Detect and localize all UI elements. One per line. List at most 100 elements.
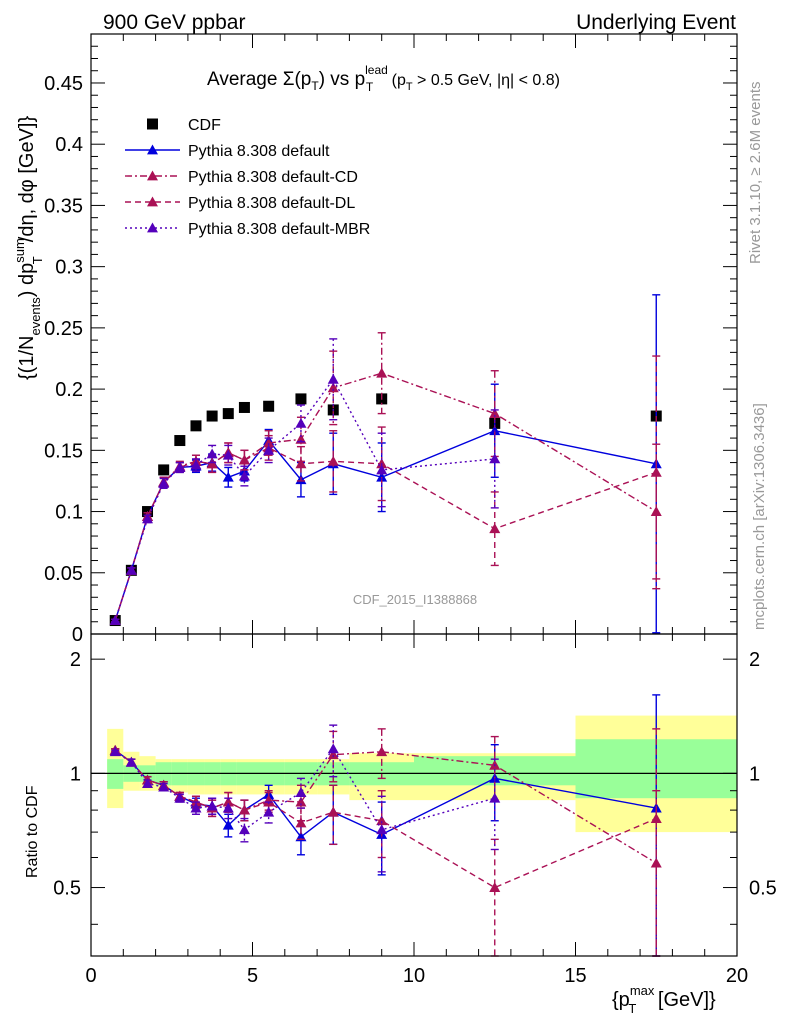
ylabel-part-c: /dη, dφ [GeV]} bbox=[16, 116, 38, 243]
main-data-point bbox=[125, 564, 137, 575]
main-data-point bbox=[489, 453, 501, 464]
y-tick-label-main: 0.2 bbox=[55, 379, 83, 401]
main-data-point bbox=[174, 461, 186, 472]
y-tick-label-main: 0.35 bbox=[44, 195, 83, 217]
main-data-point bbox=[489, 523, 501, 534]
ratio-series-line bbox=[114, 749, 657, 864]
xlabel-part-sub: T bbox=[628, 1001, 636, 1016]
ratio-data-point bbox=[376, 824, 388, 835]
axes-frames-and-ticks: 0 5 10 15 20 0 0.05 0.1 0.15 0.2 0.25 0.3 0.35 0.4 0.4… bbox=[44, 33, 777, 987]
main-data-point bbox=[650, 466, 662, 477]
xlabel-part-sup: max bbox=[630, 983, 655, 998]
legend-item: CDF bbox=[147, 117, 221, 134]
x-tick-label: 15 bbox=[564, 965, 586, 987]
x-tick-label: 10 bbox=[403, 965, 425, 987]
ratio-data-point bbox=[376, 815, 388, 826]
ratio-series-3 bbox=[109, 724, 501, 873]
y-tick-label-main: 0 bbox=[72, 624, 83, 646]
y-tick-label-ratio-right: 0.5 bbox=[749, 878, 777, 900]
main-data-point bbox=[158, 477, 170, 488]
plot-title-prefix: Average bbox=[207, 69, 283, 90]
legend: CDF Pythia 8.308 default Pythia 8.308 defa… bbox=[125, 117, 370, 238]
ratio-panel-series bbox=[109, 694, 662, 957]
y-tick-label-ratio: 2 bbox=[70, 649, 81, 671]
ratio-data-point bbox=[222, 796, 234, 807]
legend-marker bbox=[147, 118, 158, 130]
y-tick-label-ratio-right: 1 bbox=[749, 763, 760, 785]
legend-marker bbox=[147, 196, 158, 207]
legend-item: Pythia 8.308 default-DL bbox=[125, 195, 355, 212]
plot-title-cuts-sub: T bbox=[406, 81, 413, 93]
main-data-point bbox=[206, 410, 218, 422]
ratio-data-point bbox=[327, 749, 339, 760]
x-tick-label: 20 bbox=[726, 965, 748, 987]
plot-title-sigma: Σ(p bbox=[283, 69, 312, 90]
ylabel-part-a-sub: events bbox=[28, 297, 43, 336]
legend-label: Pythia 8.308 default-MBR bbox=[188, 221, 370, 238]
main-series-line bbox=[114, 372, 657, 621]
x-axis-label: {pmax T [GeV]} bbox=[612, 983, 716, 1016]
legend-label: Pythia 8.308 default-CD bbox=[188, 169, 358, 186]
legend-label: CDF bbox=[188, 117, 221, 134]
plot-title-sigma-sub: T bbox=[311, 79, 319, 93]
legend-item: Pythia 8.308 default bbox=[125, 143, 330, 160]
main-data-point bbox=[142, 513, 154, 524]
y-tick-label-ratio: 1 bbox=[70, 763, 81, 785]
plot-title-sigma-close: ) bbox=[319, 69, 325, 90]
legend-label: Pythia 8.308 default bbox=[188, 143, 330, 160]
main-data-point bbox=[376, 471, 388, 482]
main-data-point bbox=[489, 408, 501, 418]
main-data-point bbox=[109, 615, 121, 625]
main-series-2 bbox=[109, 332, 662, 625]
y-tick-label-main: 0.15 bbox=[44, 440, 83, 462]
main-data-point bbox=[376, 367, 388, 378]
x-tick-label: 5 bbox=[247, 965, 258, 987]
x-tick-label: 0 bbox=[85, 965, 96, 987]
ratio-data-point bbox=[125, 756, 137, 767]
ratio-data-point bbox=[489, 882, 501, 892]
ratio-data-point bbox=[142, 778, 154, 788]
xlabel-part-b: [GeV]} bbox=[652, 989, 716, 1011]
plot-title-cuts-b: > 0.5 GeV, |η| < 0.8) bbox=[413, 72, 560, 89]
main-data-point bbox=[158, 464, 170, 476]
ratio-data-point bbox=[190, 802, 202, 813]
ratio-uncertainty-bands bbox=[107, 715, 737, 833]
header-right: Underlying Event bbox=[576, 11, 736, 34]
ratio-data-point bbox=[489, 792, 501, 803]
main-data-point bbox=[295, 458, 307, 469]
legend-label: Pythia 8.308 default-DL bbox=[188, 195, 355, 212]
main-data-point bbox=[376, 464, 388, 475]
y-tick-label-main: 0.45 bbox=[44, 73, 83, 95]
plot-title-cuts-a: (p bbox=[387, 72, 406, 89]
main-data-point bbox=[238, 401, 250, 413]
xlabel-part-a: {p bbox=[612, 989, 630, 1011]
legend-marker bbox=[147, 222, 158, 233]
ratio-data-point bbox=[222, 819, 234, 830]
main-data-point bbox=[327, 373, 339, 384]
main-data-point bbox=[190, 459, 202, 470]
ratio-data-point bbox=[222, 802, 234, 813]
y-tick-label-main: 0.25 bbox=[44, 318, 83, 340]
ratio-data-point bbox=[158, 781, 170, 792]
ratio-data-point bbox=[650, 813, 662, 823]
legend-marker bbox=[147, 144, 158, 155]
y-axis-label-main: {(1/Nevents) dpsum T/dη, dφ [GeV]} bbox=[12, 116, 45, 380]
y-tick-label-main: 0.1 bbox=[55, 502, 83, 524]
main-series-4 bbox=[109, 338, 501, 625]
ratio-stat-band bbox=[107, 759, 124, 789]
main-data-point bbox=[238, 470, 250, 481]
plot-title-vs-sub: T bbox=[366, 80, 374, 94]
header-left: 900 GeV ppbar bbox=[103, 11, 245, 34]
rivet-label: Rivet 3.1.10, ≥ 2.6M events bbox=[747, 82, 764, 265]
y-axis-label-ratio: Ratio to CDF bbox=[24, 785, 41, 878]
legend-item: Pythia 8.308 default-MBR bbox=[125, 221, 370, 238]
ylabel-part-b: ) dp bbox=[16, 263, 38, 297]
y-tick-label-main: 0.05 bbox=[44, 563, 83, 585]
main-data-point bbox=[327, 382, 339, 393]
ratio-data-point bbox=[263, 806, 275, 817]
ylabel-part-b-sub: T bbox=[30, 256, 45, 264]
main-data-point bbox=[190, 420, 202, 432]
main-data-point bbox=[222, 408, 234, 420]
y-tick-label-main: 0.3 bbox=[55, 257, 83, 279]
